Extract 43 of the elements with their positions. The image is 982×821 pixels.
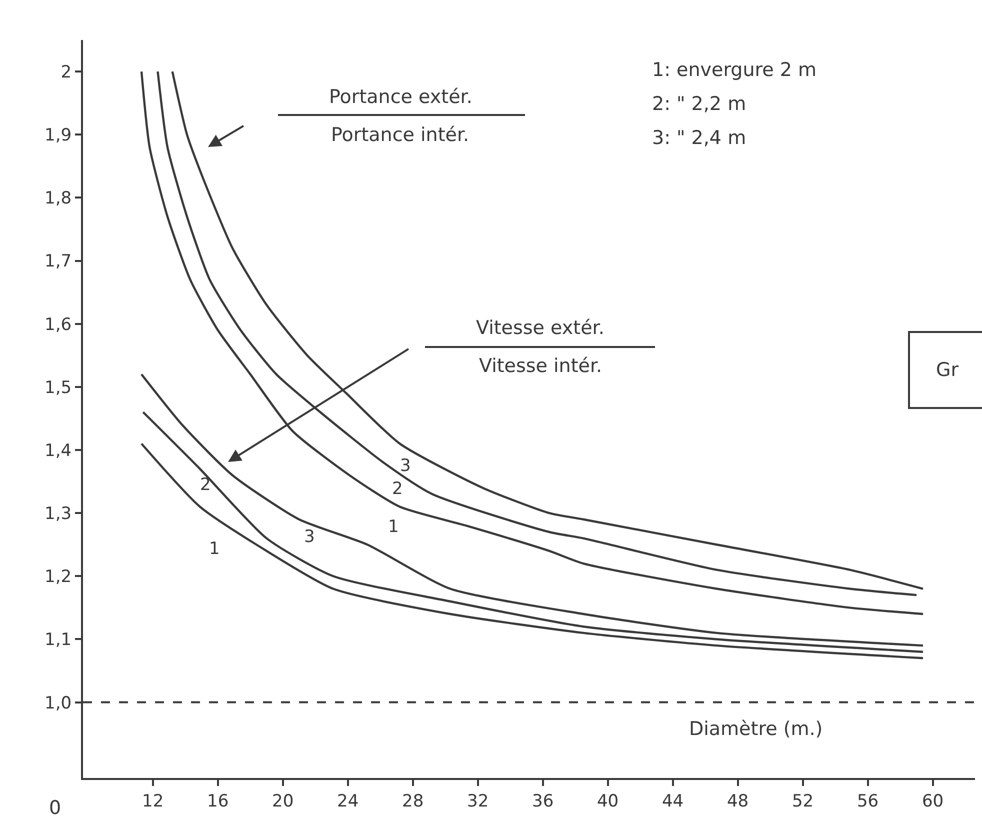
x-tick-label: 12 [142, 791, 164, 812]
series-label: 2 [200, 475, 211, 495]
x-tick-label: 40 [596, 791, 619, 812]
line-series [140, 442, 924, 660]
y-tick-label: 1,5 [44, 378, 72, 398]
x-tick-label: 32 [467, 791, 489, 812]
series-label: 3 [304, 527, 315, 547]
y-tick-label: 1,8 [44, 188, 72, 209]
x-tick-label: 16 [207, 791, 229, 812]
x-tick-label: 48 [726, 791, 749, 812]
y-tick-label: 1,4 [44, 440, 72, 461]
annotation: Vitesse intér. [479, 355, 602, 377]
x-tick-label: 52 [792, 791, 814, 812]
annotation: 2: " 2,2 m [652, 93, 746, 115]
y-tick-label: 1,7 [44, 252, 72, 272]
y-tick-label: 1,2 [44, 567, 72, 588]
annotation: Vitesse extér. [476, 317, 604, 339]
annotation: Portance intér. [331, 124, 470, 146]
series-label: 3 [400, 456, 411, 476]
line-series [140, 373, 924, 647]
annotation: 1: envergure 2 m [652, 59, 817, 81]
annotation: 3: " 2,4 m [652, 127, 746, 149]
y-tick-label: 1,1 [44, 630, 72, 650]
x-axis-title: Diamètre (m.) [689, 718, 823, 740]
x-tick-label: 20 [272, 791, 294, 812]
annotation: Portance extér. [329, 86, 472, 108]
y-tick-label: 1,3 [44, 504, 72, 524]
y-tick-label: 1,6 [44, 314, 72, 335]
text: 0 [49, 797, 62, 819]
y-tick-label: 2 [60, 62, 72, 82]
line-series [142, 411, 924, 653]
y-tick-label: 1,9 [44, 126, 72, 146]
series-label: 2 [392, 479, 403, 499]
x-tick-label: 36 [532, 791, 554, 812]
series-label: 1 [209, 539, 220, 559]
series-label: 1 [388, 517, 399, 537]
y-tick-label: 1,0 [44, 693, 72, 714]
x-tick-label: 60 [922, 791, 944, 812]
annotation: Gr [936, 359, 959, 381]
x-tick-label: 56 [856, 791, 879, 812]
x-tick-label: 44 [662, 791, 684, 812]
x-tick-label: 28 [402, 791, 424, 812]
x-tick-label: 24 [337, 791, 359, 812]
